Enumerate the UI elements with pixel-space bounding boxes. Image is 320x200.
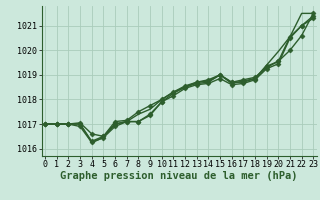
X-axis label: Graphe pression niveau de la mer (hPa): Graphe pression niveau de la mer (hPa) (60, 171, 298, 181)
